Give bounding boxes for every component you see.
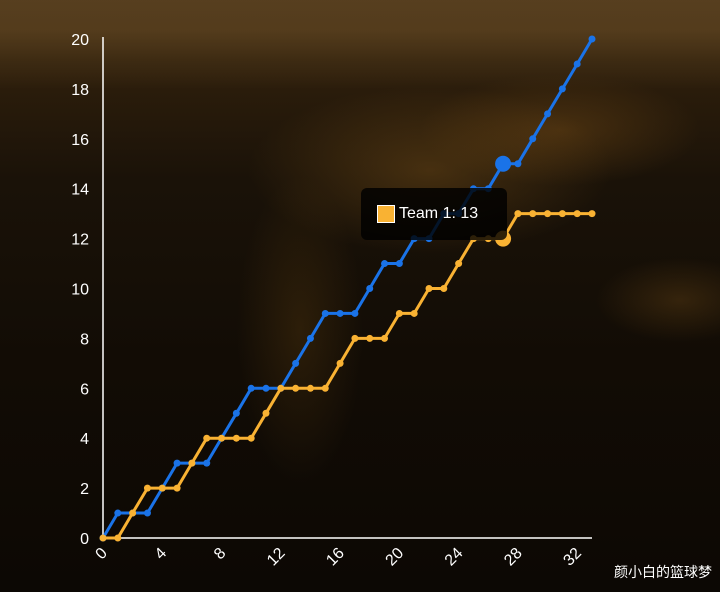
data-point [203,459,211,467]
data-point [173,459,181,467]
data-point [292,384,300,392]
x-tick-label: 20 [383,545,408,570]
data-point [129,509,137,517]
data-point [218,434,226,442]
x-tick-label: 12 [264,545,289,570]
data-point [366,334,374,342]
y-tick-label: 18 [71,82,89,99]
data-point [321,384,329,392]
data-point [277,384,285,392]
data-point [158,484,166,492]
data-point [395,260,403,268]
x-tick-label: 32 [560,545,585,570]
data-point [173,484,181,492]
data-point [395,309,403,317]
data-point [381,260,389,268]
chart-tooltip: Team 1: 13 [361,188,507,240]
x-tick-label: 0 [93,545,111,563]
x-tick-label: 16 [323,545,348,570]
data-point [455,260,463,268]
data-point [143,509,151,517]
data-point [336,359,344,367]
data-point [188,459,196,467]
y-tick-label: 14 [71,182,89,199]
data-point [306,384,314,392]
data-point [366,285,374,292]
x-tick-label: 8 [211,545,229,563]
data-point [381,334,389,342]
data-point [573,210,581,218]
data-point [544,110,552,118]
data-point [588,35,596,43]
data-point [351,334,359,342]
tooltip-text: Team 1: 13 [399,205,479,222]
data-point [558,85,566,93]
data-point [247,384,255,392]
y-tick-label: 4 [80,431,89,448]
y-tick-label: 16 [71,132,89,149]
data-point [514,210,522,218]
data-point [440,285,448,292]
data-point [114,534,122,542]
watermark-text: 颜小白的篮球梦 [614,565,712,581]
y-tick-label: 10 [71,282,89,299]
x-tick-label: 4 [152,545,170,563]
data-point [425,285,433,292]
y-tick-label: 8 [80,331,89,348]
data-point [529,135,537,143]
data-point [232,434,240,442]
y-tick-label: 12 [71,232,89,249]
y-tick-label: 0 [80,531,89,548]
data-point [321,309,329,317]
data-point [351,309,359,317]
data-point [588,210,596,218]
x-tick-label: 28 [501,545,526,570]
tooltip-swatch [377,205,395,223]
data-point [262,384,270,392]
data-point [306,334,314,342]
x-tick-label: 24 [442,545,467,570]
y-tick-label: 2 [80,481,89,498]
y-tick-label: 20 [71,32,89,49]
riverbank-lights [0,0,720,88]
series-2-line [103,212,592,540]
y-tick-label: 6 [80,381,89,398]
data-point [558,210,566,218]
data-point [247,434,255,442]
data-point [99,534,107,542]
data-point [573,60,581,68]
data-point [262,409,270,417]
data-point [292,359,300,367]
data-point [203,434,211,442]
data-point [514,160,522,168]
data-point [232,409,240,417]
data-point [114,509,122,517]
data-point [143,484,151,492]
data-point [529,210,537,218]
data-point [336,309,344,317]
highlight-point [495,155,512,172]
data-point [544,210,552,218]
data-point [410,309,418,317]
